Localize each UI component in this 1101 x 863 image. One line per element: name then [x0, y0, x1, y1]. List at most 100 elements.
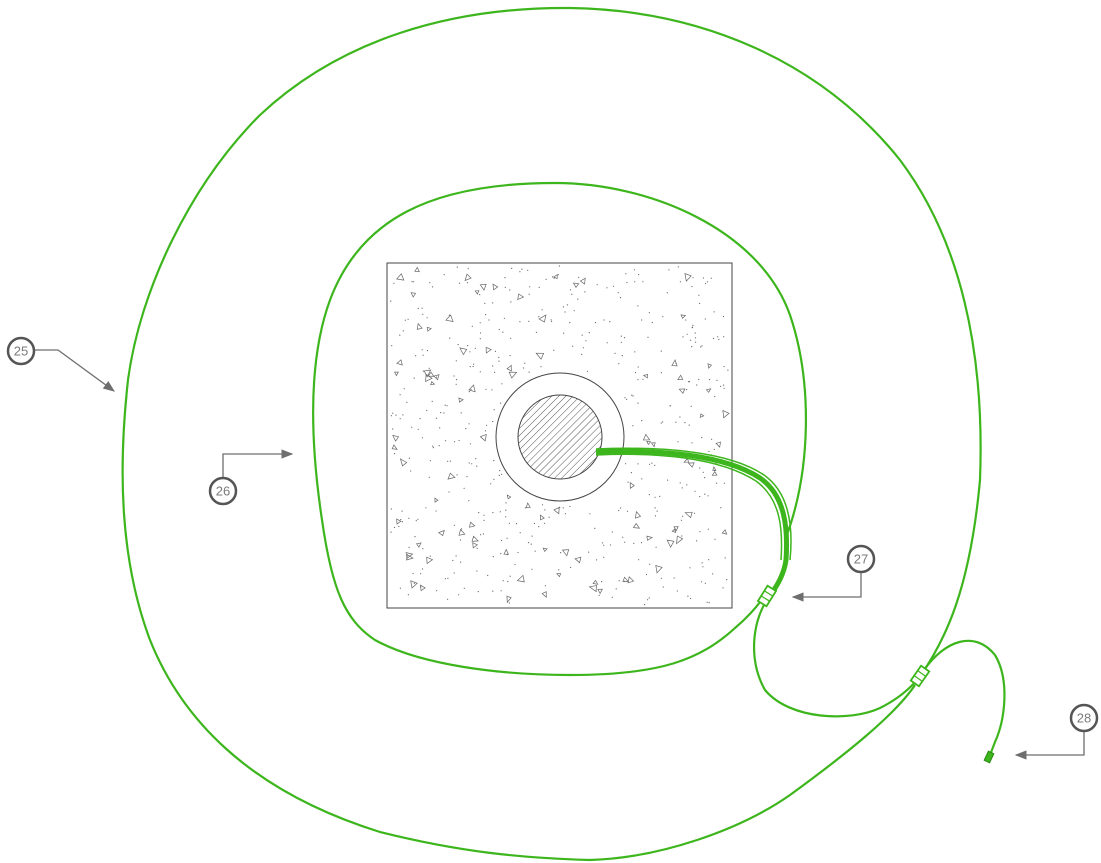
stipple-dot [488, 319, 490, 321]
stipple-dot [401, 521, 403, 523]
aggregate-stone [468, 384, 476, 393]
stipple-dot [713, 448, 715, 450]
stipple-dot [514, 563, 516, 566]
aggregate-stone [468, 521, 476, 528]
aggregate-stone [592, 579, 599, 585]
stipple-dot [501, 539, 503, 542]
aggregate-stone [430, 380, 436, 386]
stipple-dot [659, 495, 661, 497]
stipple-dot [660, 422, 662, 424]
stipple-dot [706, 281, 709, 283]
stipple-dot [492, 302, 494, 304]
stipple-dot [624, 541, 626, 543]
stipple-dot [478, 511, 480, 514]
aggregate-stone [705, 388, 712, 393]
callout-25: 25 [6, 336, 115, 392]
stipple-dot [716, 379, 718, 381]
stipple-dot [528, 293, 530, 295]
stipple-dot [586, 370, 589, 372]
stipple-dot [695, 341, 697, 343]
stipple-dot [654, 464, 656, 466]
stipple-dot [686, 484, 688, 486]
stipple-dot [582, 347, 585, 349]
stipple-dot [682, 336, 684, 338]
aggregate-stone [541, 591, 547, 598]
aggregate-stone [516, 574, 525, 583]
stipple-dot [421, 349, 423, 351]
stipple-dot [444, 404, 446, 406]
inner-cable-loop [312, 181, 807, 677]
stipple-dot [727, 369, 729, 371]
stipple-dot [545, 278, 547, 280]
stipple-dot [660, 350, 662, 352]
stipple-dot [694, 332, 696, 334]
stipple-dot [498, 360, 500, 362]
stipple-dot [412, 572, 414, 575]
aggregate-stone [474, 290, 480, 295]
aggregate-stone [447, 472, 456, 480]
stipple-dot [681, 487, 683, 489]
stipple-dot [704, 493, 706, 495]
cable-lower-bend [752, 596, 922, 718]
stipple-dot [647, 336, 649, 338]
stipple-dot [421, 437, 423, 439]
aggregate-stone [426, 556, 434, 565]
stipple-dot [527, 269, 529, 271]
stipple-dot [679, 281, 682, 283]
concrete-stipple [390, 265, 730, 606]
stipple-dot [447, 577, 449, 580]
stipple-dot [648, 494, 651, 496]
aggregate-stone [506, 364, 512, 372]
stipple-dot [419, 418, 421, 420]
stipple-dot [505, 516, 507, 518]
stipple-dot [601, 581, 603, 583]
stipple-dot [469, 366, 471, 368]
stipple-dot [544, 585, 547, 587]
stipple-dot [390, 415, 392, 417]
stipple-dot [507, 580, 509, 583]
stipple-dot [632, 395, 634, 397]
aggregate-stone [416, 542, 422, 548]
second-splice-connector [909, 664, 931, 688]
stipple-dot [562, 507, 564, 509]
aggregate-stone [427, 371, 435, 377]
stipple-dot [519, 321, 521, 323]
stipple-dot [425, 507, 427, 509]
stipple-dot [705, 282, 707, 285]
aggregate-stone [712, 466, 717, 471]
stipple-dot [469, 443, 471, 445]
aggregate-stone [683, 457, 690, 463]
aggregate-stone [472, 542, 479, 549]
stipple-dot [460, 561, 462, 563]
stipple-dot [654, 507, 656, 509]
stipple-dot [492, 365, 494, 367]
stipple-dot [436, 590, 438, 592]
stipple-dot [538, 286, 540, 288]
stipple-dot [444, 578, 446, 580]
aggregate-stone [464, 273, 472, 282]
stipple-dot [701, 562, 703, 564]
stipple-dot [493, 478, 495, 480]
stipple-dot [708, 379, 711, 381]
stipple-dot [569, 505, 571, 508]
stipple-dot [544, 522, 546, 524]
stipple-dot [618, 580, 620, 582]
stipple-dot [603, 556, 605, 558]
aggregate-stone [538, 314, 547, 323]
stipple-dot [696, 540, 698, 542]
stipple-dot [508, 522, 510, 524]
stipple-dot [601, 542, 604, 544]
stipple-dot [509, 355, 511, 357]
stipple-dot [480, 534, 482, 536]
stipple-dot [699, 495, 701, 498]
aggregate-stone [517, 293, 525, 301]
stipple-dot [541, 309, 543, 311]
stipple-dot [421, 307, 423, 309]
aggregate-stone [479, 284, 487, 291]
callout-27: 27 [791, 544, 876, 602]
stipple-dot [707, 495, 709, 497]
stipple-dot [528, 371, 530, 373]
stipple-dot [458, 282, 461, 284]
stipple-dot [588, 332, 590, 334]
stipple-dot [669, 405, 672, 407]
